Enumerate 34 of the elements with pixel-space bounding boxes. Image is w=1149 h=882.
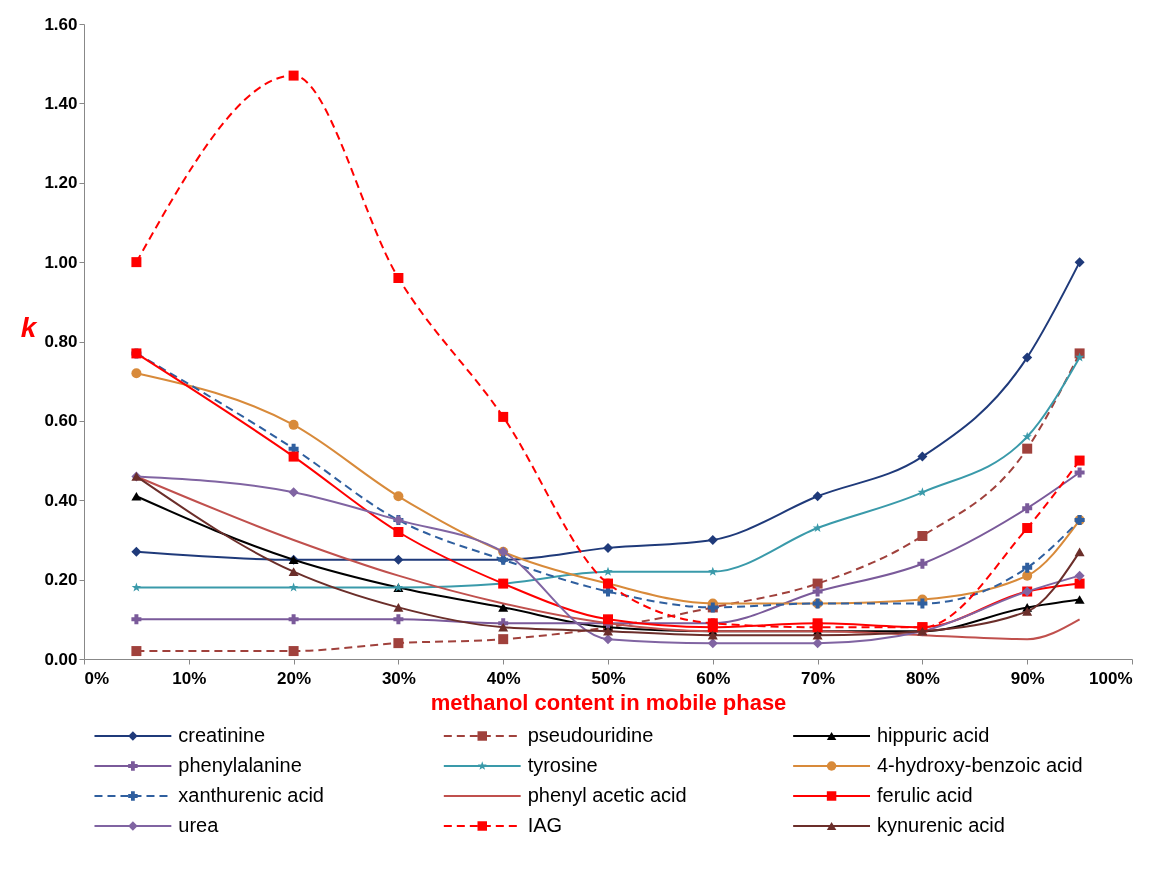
legend-label: phenylalanine (178, 754, 302, 776)
legend-label: pseudouridine (527, 724, 654, 746)
x-tick-label: 100% (1089, 668, 1133, 688)
y-axis-title: k (20, 312, 38, 344)
legend-label: 4-hydroxy-benzoic acid (876, 754, 1083, 776)
y-tick-label: 0.20 (44, 570, 78, 590)
legend-label: tyrosine (527, 754, 598, 776)
legend-label: kynurenic acid (876, 814, 1005, 836)
legend-label: hippuric acid (876, 724, 990, 746)
x-tick-label: 0% (84, 668, 110, 688)
x-tick-label: 10% (172, 668, 207, 688)
y-tick-label: 0.60 (44, 411, 78, 431)
x-tick-label: 90% (1010, 668, 1045, 688)
y-tick-label: 1.40 (44, 93, 78, 113)
x-tick-label: 40% (486, 668, 521, 688)
legend-label: xanthurenic acid (178, 784, 324, 806)
x-tick-label: 30% (381, 668, 416, 688)
y-tick-label: 0.80 (44, 332, 78, 351)
x-axis-title: methanol content in mobile phase (430, 689, 787, 715)
legend-label: creatinine (178, 724, 266, 746)
y-tick-label: 0.40 (44, 490, 78, 510)
x-tick-label: 50% (591, 668, 626, 688)
y-tick-label: 1.20 (44, 173, 78, 193)
x-tick-label: 60% (696, 668, 731, 688)
y-tick-label: 1.00 (44, 252, 78, 272)
y-tick-label: 1.60 (44, 14, 78, 34)
x-tick-label: 80% (905, 668, 940, 688)
y-tick-label: 0.00 (44, 649, 78, 669)
x-tick-label: 70% (801, 668, 836, 688)
legend-label: urea (178, 814, 220, 836)
x-tick-label: 20% (277, 668, 312, 688)
legend-label: phenyl acetic acid (527, 784, 687, 806)
legend-label: ferulic acid (876, 784, 973, 806)
legend-label: IAG (527, 814, 563, 836)
